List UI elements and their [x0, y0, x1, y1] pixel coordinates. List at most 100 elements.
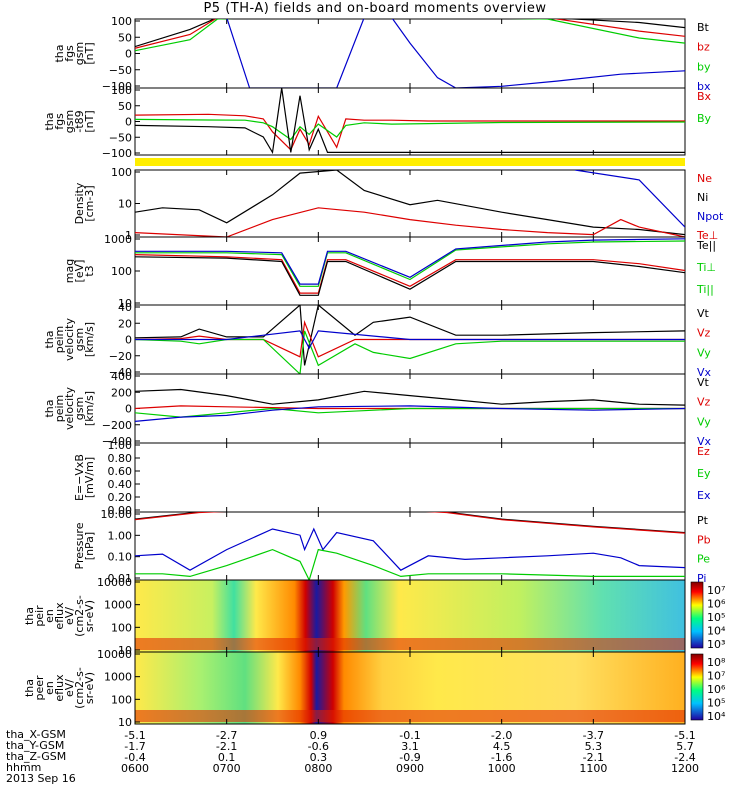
y-axis-title: Pressure [73, 522, 86, 569]
y-axis-title: -t89 [73, 110, 86, 132]
series-pb [135, 512, 685, 534]
y-tick-label: 10 [118, 297, 132, 310]
y-axis-title: tha [23, 679, 36, 697]
colorbar-tick: 10⁷ [707, 670, 725, 683]
y-tick-label: 1000 [104, 599, 132, 612]
panel-10 [134, 651, 704, 725]
panel-frame [134, 236, 686, 306]
ephemeris-labels: tha_X-GSM tha_Y-GSM tha_Z-GSM hhmm 2013 … [6, 729, 76, 784]
colorbar-tick: 10³ [707, 638, 725, 651]
y-axis-title: eflux [53, 674, 66, 702]
panel-frame [134, 442, 686, 513]
y-tick-label: 200 [111, 386, 132, 399]
y-axis-title: sr-eV) [83, 672, 96, 704]
y-tick-label: 0.20 [108, 491, 133, 504]
y-tick-label: 0 [125, 48, 132, 61]
y-axis-title: [nT] [83, 42, 96, 64]
series-te [135, 254, 685, 294]
ephemeris-value: 5.7 [676, 740, 694, 753]
series-ne [135, 207, 685, 237]
colorbar-tick: 10⁴ [707, 625, 726, 638]
ephemeris-value: -2.1 [216, 740, 237, 753]
legend-item: Vz [697, 396, 711, 409]
series-t_blue [135, 238, 685, 285]
y-tick-label: 0 [125, 334, 132, 347]
series-ti_perp [135, 240, 685, 287]
y-axis-title: velocity [63, 387, 76, 430]
y-axis-title: en [43, 609, 56, 623]
ephemeris-label-y: tha_Y-GSM [6, 739, 65, 752]
ephemeris-value: -2.4 [674, 751, 695, 764]
series-bk [135, 88, 685, 155]
panel-9 [134, 579, 704, 653]
y-tick-label: −100 [102, 147, 132, 160]
ephemeris-value: -2.7 [216, 729, 237, 742]
y-axis-title: gsm [73, 42, 86, 65]
legend-item: Pi [697, 572, 706, 585]
colorbar-tick: 10⁶ [707, 683, 726, 696]
legend-item: Vx [697, 435, 712, 448]
series-vy [135, 330, 685, 374]
legend-item: Te|| [696, 239, 716, 252]
series-vt [135, 388, 685, 406]
legend-item: Vz [697, 327, 711, 340]
colorbar-tick: 10⁵ [707, 697, 725, 710]
y-axis-title: gsm [73, 397, 86, 420]
y-axis-title: (cm2-s- [73, 667, 86, 709]
ephemeris-label-hhmm: hhmm [6, 761, 42, 774]
series-bx [226, 19, 685, 88]
ephemeris-value: -0.4 [124, 751, 145, 764]
series-vx [135, 405, 685, 422]
panel-7 [134, 442, 686, 513]
series-npot [574, 170, 685, 228]
y-axis-title: [mV/m] [83, 457, 96, 498]
legend-item: Ti|| [696, 283, 714, 296]
legend-item: Pt [697, 514, 709, 527]
legend-item: Vt [697, 307, 710, 320]
legend-item: Ey [697, 467, 711, 480]
legend-item: by [697, 60, 711, 73]
ephemeris-value: 0.1 [218, 751, 236, 764]
y-axis-title: [km/s] [83, 322, 96, 357]
panel-5 [134, 304, 686, 375]
date-label: 2013 Sep 16 [6, 772, 76, 785]
panel-2 [134, 87, 686, 156]
panel-8 [134, 511, 686, 581]
y-tick-label: 100 [111, 15, 132, 28]
legend-item: Bt [697, 21, 710, 34]
y-tick-label: 10.00 [101, 508, 133, 521]
colorbar [690, 581, 704, 649]
colorbar-tick: 10⁵ [707, 611, 725, 624]
y-tick-label: −40 [109, 366, 132, 379]
y-axis-title: tha [43, 112, 56, 130]
y-axis-title: eV/ [63, 679, 76, 697]
ephemeris-value: -2.1 [583, 751, 604, 764]
y-axis-title: peir [33, 605, 46, 627]
ephemeris-value: -0.6 [308, 740, 329, 753]
series-by [135, 118, 685, 141]
legend-item: Vt [697, 376, 710, 389]
colorbar-tick: 10⁷ [707, 584, 725, 597]
legend-item: Ti⊥ [696, 261, 716, 274]
series-vt [135, 305, 685, 366]
y-tick-label: 0.10 [108, 551, 133, 564]
legend-item: Pb [697, 533, 711, 546]
y-tick-label: 1.00 [108, 439, 133, 452]
time-tick-label: 1000 [488, 762, 516, 775]
series-bx [135, 113, 685, 151]
panel-4 [134, 236, 686, 306]
panel-6 [134, 373, 686, 444]
spectrogram-band [135, 710, 685, 722]
panel-frame [134, 511, 686, 581]
legend-item: Bx [697, 90, 712, 103]
ephemeris-value: -5.1 [674, 729, 695, 742]
y-axis-title: tha [53, 44, 66, 62]
y-tick-label: −50 [109, 64, 132, 77]
y-tick-label: 10 [118, 198, 132, 211]
y-axis-title: peim [53, 395, 66, 423]
time-tick-label: 0900 [396, 762, 424, 775]
y-tick-label: 0.80 [108, 452, 133, 465]
page-title: P5 (TH-A) fields and on-board moments ov… [203, 1, 547, 16]
series-vy [135, 407, 685, 418]
y-tick-label: 100 [111, 693, 132, 706]
